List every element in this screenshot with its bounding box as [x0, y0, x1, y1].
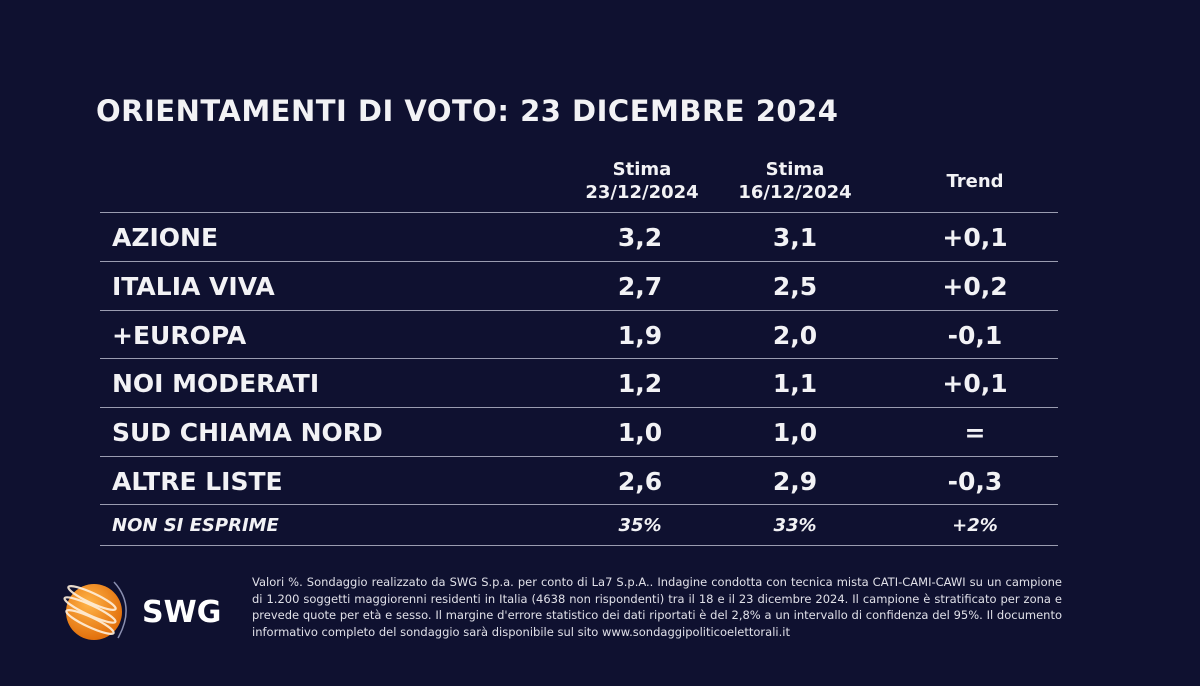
estimate-previous: 2,9: [772, 466, 818, 496]
party-name: +EUROPA: [112, 320, 247, 350]
party-name: ALTRE LISTE: [112, 466, 283, 496]
estimate-previous: 33%: [773, 514, 817, 536]
header-line2: 16/12/2024: [738, 182, 852, 203]
column-header-previous: Stima 16/12/2024: [710, 158, 880, 204]
estimate-current: 1,9: [617, 320, 663, 350]
party-name: AZIONE: [112, 222, 219, 252]
estimate-current: 3,2: [617, 222, 663, 252]
party-name: SUD CHIAMA NORD: [112, 417, 383, 447]
estimate-current: 1,2: [617, 368, 663, 398]
estimate-current: 2,6: [617, 466, 663, 496]
trend-value: +0,1: [942, 368, 1008, 398]
estimate-current: 35%: [618, 514, 662, 536]
page-title: ORIENTAMENTI DI VOTO: 23 DICEMBRE 2024: [96, 94, 839, 128]
estimate-previous: 2,5: [772, 271, 818, 301]
trend-value: +0,2: [942, 271, 1008, 301]
estimate-previous: 2,0: [772, 320, 818, 350]
table-row: SUD CHIAMA NORD 1,0 1,0 =: [100, 407, 1058, 456]
header-line1: Stima: [765, 159, 825, 180]
table-row: +EUROPA 1,9 2,0 -0,1: [100, 310, 1058, 359]
party-name: NOI MODERATI: [112, 368, 320, 398]
logo-text: SWG: [142, 594, 222, 630]
party-name: NON SI ESPRIME: [112, 514, 279, 536]
methodology-footnote: Valori %. Sondaggio realizzato da SWG S.…: [252, 575, 1062, 639]
header-line2: 23/12/2024: [585, 182, 699, 203]
estimate-previous: 3,1: [772, 222, 818, 252]
column-header-current: Stima 23/12/2024: [557, 158, 727, 204]
table-row: ITALIA VIVA 2,7 2,5 +0,2: [100, 261, 1058, 310]
table-row: AZIONE 3,2 3,1 +0,1: [100, 212, 1058, 261]
trend-value: +2%: [952, 514, 998, 536]
header-line1: Trend: [946, 171, 1004, 192]
trend-value: -0,1: [947, 320, 1003, 350]
globe-icon: [63, 581, 127, 640]
estimate-previous: 1,0: [772, 417, 818, 447]
trend-value: -0,3: [947, 466, 1003, 496]
party-name: ITALIA VIVA: [112, 271, 275, 301]
trend-value: =: [964, 417, 986, 447]
swg-logo: SWG: [52, 576, 221, 648]
estimate-current: 2,7: [617, 271, 663, 301]
trend-value: +0,1: [942, 222, 1008, 252]
estimate-current: 1,0: [617, 417, 663, 447]
table-row: ALTRE LISTE 2,6 2,9 -0,3: [100, 456, 1058, 505]
table-row: NOI MODERATI 1,2 1,1 +0,1: [100, 358, 1058, 407]
estimate-previous: 1,1: [772, 368, 818, 398]
header-line1: Stima: [612, 159, 672, 180]
table-row: NON SI ESPRIME 35% 33% +2%: [100, 504, 1058, 546]
column-header-trend: Trend: [890, 170, 1060, 193]
